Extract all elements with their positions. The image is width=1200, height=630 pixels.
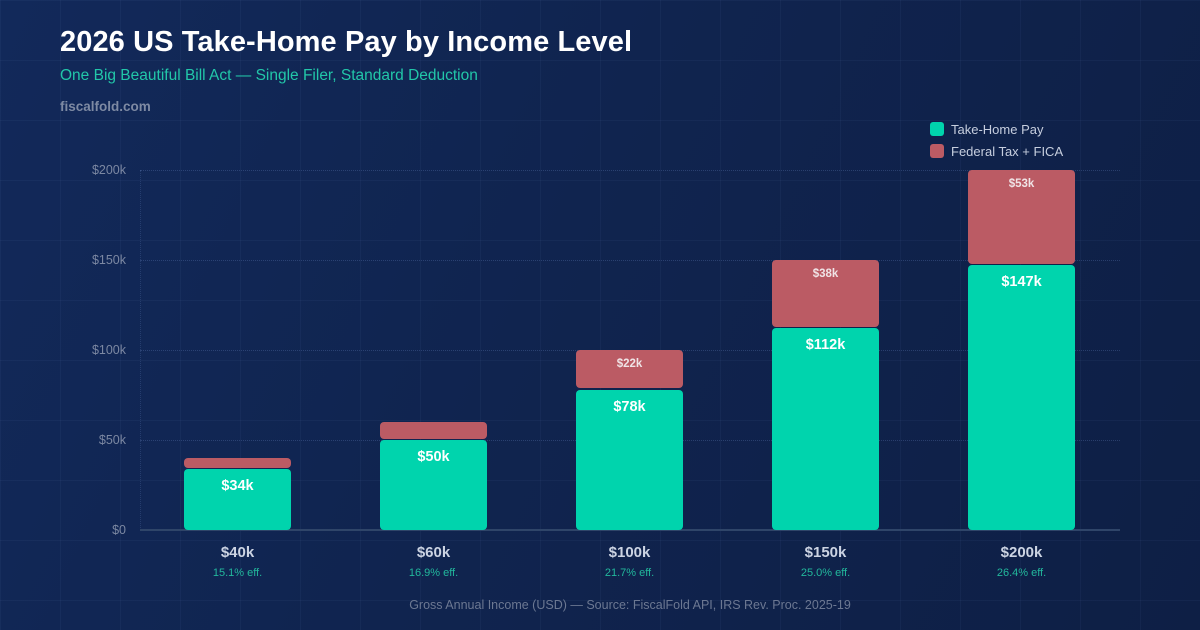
y-tick: $50k: [98, 433, 126, 447]
bar-tax-segment: $22k: [576, 350, 683, 388]
take-home-value-label: $147k: [1001, 274, 1042, 290]
x-category-label: $200k: [1000, 544, 1043, 561]
legend-label: Federal Tax + FICA: [951, 143, 1064, 159]
bar-tax-segment: [380, 422, 487, 439]
take-home-value-label: $50k: [417, 449, 450, 465]
tax-value-label: $22k: [616, 358, 643, 370]
take-home-swatch-icon: [930, 122, 944, 136]
effective-rate-label: 15.1% eff.: [212, 567, 263, 579]
gridline: [140, 170, 1120, 171]
x-axis-caption: Gross Annual Income (USD) — Source: Fisc…: [409, 598, 851, 612]
gridline: [140, 260, 1120, 261]
x-category-label: $40k: [220, 544, 255, 561]
tax-value-label: $38k: [812, 268, 839, 280]
bar-tax-segment: [184, 458, 291, 468]
bar-tax-segment: $38k: [772, 260, 879, 327]
effective-rate-label: 21.7% eff.: [604, 567, 655, 579]
chart-title: 2026 US Take-Home Pay by Income Level: [60, 26, 633, 58]
y-tick: $150k: [91, 253, 126, 267]
x-category-label: $60k: [416, 544, 451, 561]
x-axis-baseline: [140, 529, 1120, 531]
bar-take-home-segment: $147k: [968, 265, 1075, 530]
take-home-value-label: $34k: [221, 478, 254, 494]
site-watermark: fiscalfold.com: [60, 99, 151, 114]
bar-take-home-segment: $34k: [184, 469, 291, 530]
legend-label: Take-Home Pay: [951, 121, 1044, 137]
x-category-label: $150k: [804, 544, 847, 561]
bar-take-home-segment: $50k: [380, 440, 487, 530]
effective-rate-label: 26.4% eff.: [996, 567, 1047, 579]
y-tick: $200k: [91, 163, 126, 177]
y-tick: $100k: [91, 343, 126, 357]
effective-rate-label: 25.0% eff.: [800, 567, 851, 579]
bar-take-home-segment: $112k: [772, 328, 879, 530]
legend-item-take-home: Take-Home Pay: [930, 118, 1063, 140]
legend: Take-Home Pay Federal Tax + FICA: [930, 118, 1063, 162]
bar-take-home-segment: $78k: [576, 390, 683, 530]
y-tick: $0: [112, 523, 126, 537]
y-axis-line: [140, 170, 141, 530]
effective-rate-label: 16.9% eff.: [408, 567, 459, 579]
chart-subtitle: One Big Beautiful Bill Act — Single File…: [60, 67, 478, 84]
legend-item-tax: Federal Tax + FICA: [930, 140, 1063, 162]
x-category-label: $100k: [608, 544, 651, 561]
tax-swatch-icon: [930, 144, 944, 158]
bar-tax-segment: $53k: [968, 170, 1075, 264]
take-home-value-label: $78k: [613, 399, 646, 415]
take-home-value-label: $112k: [805, 337, 846, 353]
tax-value-label: $53k: [1008, 178, 1035, 190]
